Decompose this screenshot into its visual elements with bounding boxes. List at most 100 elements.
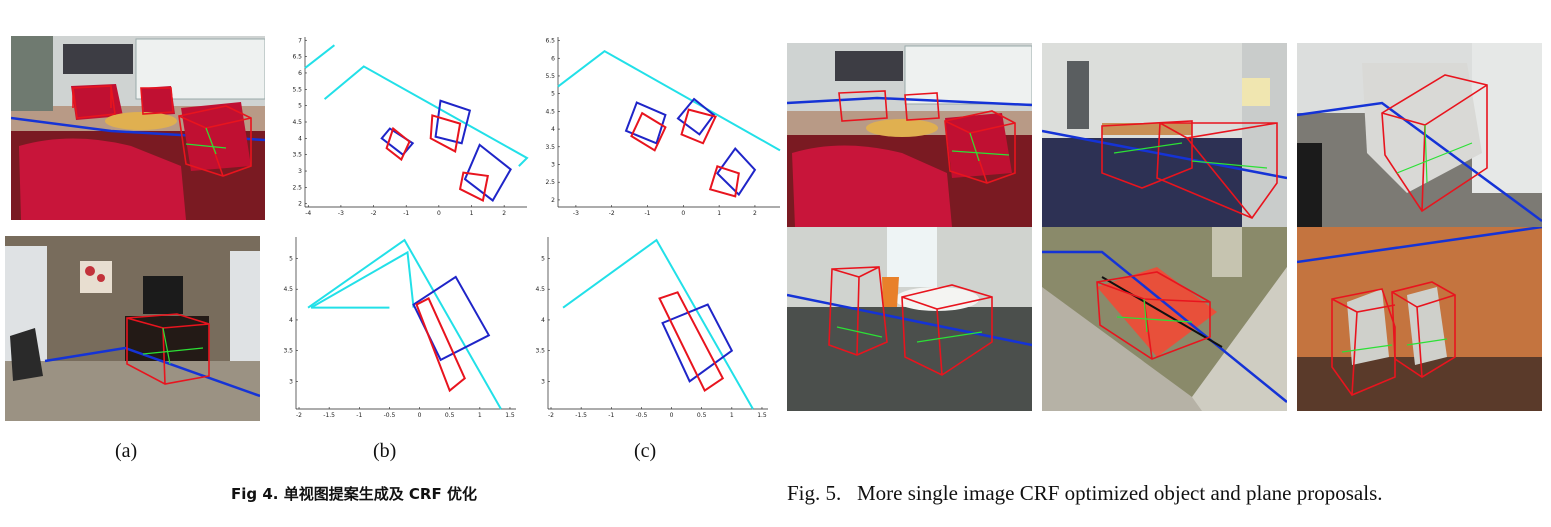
plane-line xyxy=(310,250,415,309)
x-tick-label: -3 xyxy=(573,210,579,217)
y-tick-label: 4.5 xyxy=(545,108,555,115)
x-tick-label: -0.5 xyxy=(384,412,396,419)
y-tick-label: 6 xyxy=(551,55,555,62)
plane-line xyxy=(304,44,335,69)
x-tick-label: 0 xyxy=(418,412,422,419)
proposal-box xyxy=(624,101,667,145)
y-tick-label: 2 xyxy=(298,201,302,208)
y-tick-label: 3.5 xyxy=(292,152,302,159)
x-tick-label: -2 xyxy=(609,210,615,217)
fig5-caption: Fig. 5. More single image CRF optimized … xyxy=(787,481,1383,505)
fig4b-top-plot: -4 -3 -2 -1 0 1 2 2 2.5 3 3.5 4 4.5 5 5.5 6 6.5 7 xyxy=(285,32,530,224)
x-tick-label: -2 xyxy=(371,210,377,217)
y-tick-label: 6.5 xyxy=(292,54,302,61)
y-tick-label: 5.5 xyxy=(545,73,555,80)
optimized-box xyxy=(680,108,717,145)
y-tick-label: 5 xyxy=(289,256,293,263)
optimized-box xyxy=(630,111,667,152)
x-tick-label: -1 xyxy=(608,412,614,419)
fig5-lounge-photo xyxy=(787,43,1032,227)
optimized-box xyxy=(658,291,725,393)
y-tick-label: 4 xyxy=(289,317,293,324)
fig4c-top-plot: -3 -2 -1 0 1 2 2 2.5 3 3.5 4 4.5 5 5.5 6 6.5 xyxy=(538,32,783,224)
x-tick-label: 0 xyxy=(670,412,674,419)
x-tick-label: 1 xyxy=(478,412,482,419)
y-tick-label: 4.5 xyxy=(292,119,302,126)
fig5-chairs-photo xyxy=(1297,227,1542,411)
plane-line xyxy=(323,65,529,167)
y-tick-label: 5 xyxy=(541,256,545,263)
fig4a-living-room-photo xyxy=(5,236,260,421)
y-tick-label: 3 xyxy=(541,378,545,385)
x-tick-label: 0.5 xyxy=(697,412,707,419)
y-tick-label: 2.5 xyxy=(545,179,555,186)
proposal-box xyxy=(661,303,734,383)
y-tick-label: 4 xyxy=(298,135,302,142)
proposal-box xyxy=(676,97,716,136)
y-tick-label: 3.5 xyxy=(545,144,555,151)
x-tick-label: -1.5 xyxy=(323,412,335,419)
x-tick-label: -2 xyxy=(548,412,554,419)
proposal-box xyxy=(463,143,512,202)
x-tick-label: -1 xyxy=(645,210,651,217)
x-tick-label: -1 xyxy=(356,412,362,419)
y-tick-label: 6.5 xyxy=(545,38,555,45)
x-tick-label: 1 xyxy=(730,412,734,419)
x-tick-label: -3 xyxy=(338,210,344,217)
x-tick-label: 0 xyxy=(681,210,685,217)
optimized-box xyxy=(458,171,490,202)
plane-line xyxy=(557,49,781,152)
subfigure-label-c: (c) xyxy=(634,440,657,462)
subfigure-label-b: (b) xyxy=(373,440,397,462)
y-tick-label: 2.5 xyxy=(292,184,302,191)
fig4c-bottom-svg: -2 -1.5 -1 -0.5 0 0.5 1 1.5 3 3.5 4 4.5 5 xyxy=(535,237,768,419)
optimized-box xyxy=(415,297,466,393)
y-tick-label: 3.5 xyxy=(535,348,545,355)
x-tick-label: -2 xyxy=(296,412,302,419)
y-tick-label: 3 xyxy=(289,378,293,385)
y-tick-label: 4.5 xyxy=(535,286,545,293)
x-tick-label: -0.5 xyxy=(636,412,648,419)
subfigure-label-a: (a) xyxy=(115,440,138,462)
fig5-office-desks-photo xyxy=(1042,43,1287,227)
fig4b-bottom-plot: -2 -1.5 -1 -0.5 0 0.5 1 1.5 3 3.5 4 4.5 5 xyxy=(280,232,520,426)
plane-line xyxy=(307,238,502,410)
x-tick-label: -4 xyxy=(305,210,311,217)
fig5-printer-photo xyxy=(1297,43,1542,227)
x-tick-label: 1.5 xyxy=(757,412,767,419)
x-tick-label: 2 xyxy=(502,210,506,217)
plane-line xyxy=(562,238,754,410)
y-tick-label: 4 xyxy=(551,126,555,133)
y-tick-label: 3 xyxy=(551,162,555,169)
x-tick-label: 1.5 xyxy=(505,412,515,419)
fig4-caption: Fig 4. 单视图提案生成及 CRF 优化 xyxy=(231,485,477,503)
x-tick-label: 0.5 xyxy=(445,412,455,419)
y-tick-label: 5 xyxy=(298,103,302,110)
proposal-box xyxy=(434,99,472,145)
fig5-cafe-tables-photo xyxy=(787,227,1032,411)
y-tick-label: 5.5 xyxy=(292,86,302,93)
x-tick-label: 1 xyxy=(717,210,721,217)
y-tick-label: 4.5 xyxy=(283,286,293,293)
y-tick-label: 3 xyxy=(298,168,302,175)
x-tick-label: -1.5 xyxy=(575,412,587,419)
y-tick-label: 2 xyxy=(551,197,555,204)
optimized-box xyxy=(385,126,411,162)
y-tick-label: 7 xyxy=(298,37,302,44)
fig4b-top-svg: -4 -3 -2 -1 0 1 2 2 2.5 3 3.5 4 4.5 5 5.5 6 6.5 7 xyxy=(292,37,529,217)
fig4b-bottom-svg: -2 -1.5 -1 -0.5 0 0.5 1 1.5 3 3.5 4 4.5 5 xyxy=(283,237,516,419)
y-tick-label: 5 xyxy=(551,91,555,98)
y-tick-label: 3.5 xyxy=(283,348,293,355)
y-tick-label: 4 xyxy=(541,317,545,324)
fig5-hallway-bench-photo xyxy=(1042,227,1287,411)
y-tick-label: 6 xyxy=(298,70,302,77)
x-tick-label: 0 xyxy=(437,210,441,217)
fig4c-top-svg: -3 -2 -1 0 1 2 2 2.5 3 3.5 4 4.5 5 5.5 6 6.5 xyxy=(545,37,781,217)
optimized-box xyxy=(429,114,462,153)
x-tick-label: -1 xyxy=(403,210,409,217)
x-tick-label: 1 xyxy=(470,210,474,217)
fig4c-bottom-plot: -2 -1.5 -1 -0.5 0 0.5 1 1.5 3 3.5 4 4.5 5 xyxy=(532,232,772,426)
fig4a-lounge-photo xyxy=(11,36,265,220)
optimized-box xyxy=(708,165,740,198)
proposal-box xyxy=(716,146,757,197)
